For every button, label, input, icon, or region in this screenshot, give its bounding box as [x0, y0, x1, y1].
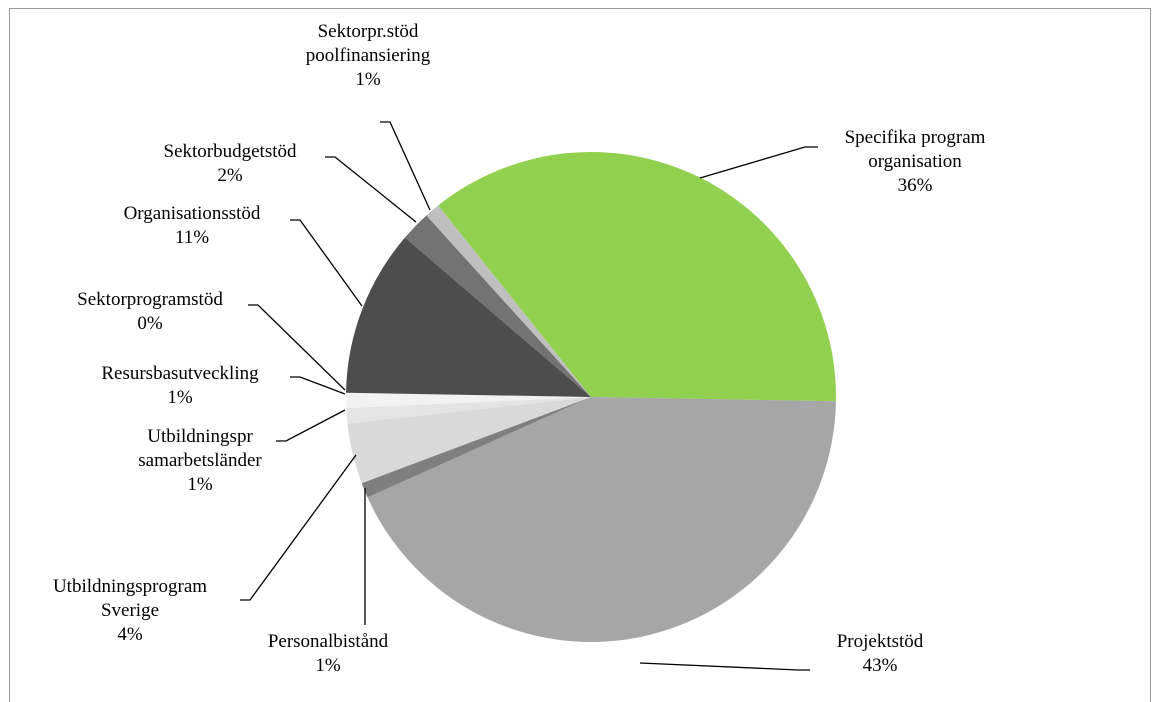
category-label: Resursbasutveckling	[101, 363, 259, 384]
percent-label: 1%	[167, 387, 193, 408]
category-label: Sektorpr.stöd poolfinansiering	[305, 21, 431, 66]
data-label: Utbildningsprogram Sverige 4%	[30, 575, 230, 647]
data-label: Resursbasutveckling 1%	[70, 362, 290, 410]
pie-slice	[346, 237, 591, 397]
leader-line	[699, 146, 818, 179]
percent-label: 1%	[355, 69, 381, 90]
leader-line	[290, 219, 363, 307]
leader-line	[290, 376, 346, 395]
percent-label: 0%	[137, 313, 163, 334]
data-label: Projektstöd 43%	[805, 630, 955, 678]
pie-slice	[361, 397, 591, 498]
percent-label: 1%	[315, 655, 341, 676]
data-label: Sektorpr.stöd poolfinansiering 1%	[283, 20, 453, 92]
percent-label: 43%	[862, 655, 898, 676]
pie-slice	[367, 397, 836, 642]
data-label: Personalbistånd 1%	[238, 630, 418, 678]
data-label: Sektorprogramstöd 0%	[40, 288, 260, 336]
percent-label: 2%	[217, 165, 243, 186]
pie-slice	[438, 152, 836, 402]
percent-label: 4%	[117, 624, 143, 645]
leader-line	[276, 409, 346, 442]
category-label: Sektorprogramstöd	[77, 289, 223, 310]
pie-slice	[346, 392, 591, 409]
frame	[9, 8, 1151, 702]
data-label: Sektorbudgetstöd 2%	[120, 140, 340, 188]
data-label: Specifika program organisation 36%	[820, 126, 1010, 198]
data-label: Utbildningspr samarbetsländer 1%	[110, 425, 290, 497]
category-label: Projektstöd	[836, 631, 924, 652]
category-label: Utbildningsprogram Sverige	[52, 576, 208, 621]
data-label: Organisationsstöd 11%	[82, 202, 302, 250]
leader-line	[240, 454, 357, 601]
category-label: Personalbistånd	[267, 631, 389, 652]
leader-line	[325, 156, 417, 223]
leader-line	[248, 304, 346, 391]
leader-line	[380, 121, 431, 211]
percent-label: 11%	[174, 227, 210, 248]
percent-label: 1%	[187, 474, 213, 495]
leader-line	[639, 662, 810, 671]
percent-label: 36%	[897, 175, 933, 196]
pie-slice	[404, 215, 591, 397]
category-label: Specifika program organisation	[844, 127, 986, 172]
category-label: Sektorbudgetstöd	[163, 141, 297, 162]
pie-slice	[426, 205, 591, 397]
category-label: Utbildningspr samarbetsländer	[138, 426, 262, 471]
pie-slice	[346, 397, 591, 424]
category-label: Organisationsstöd	[123, 203, 261, 224]
pie-slice	[347, 397, 591, 484]
